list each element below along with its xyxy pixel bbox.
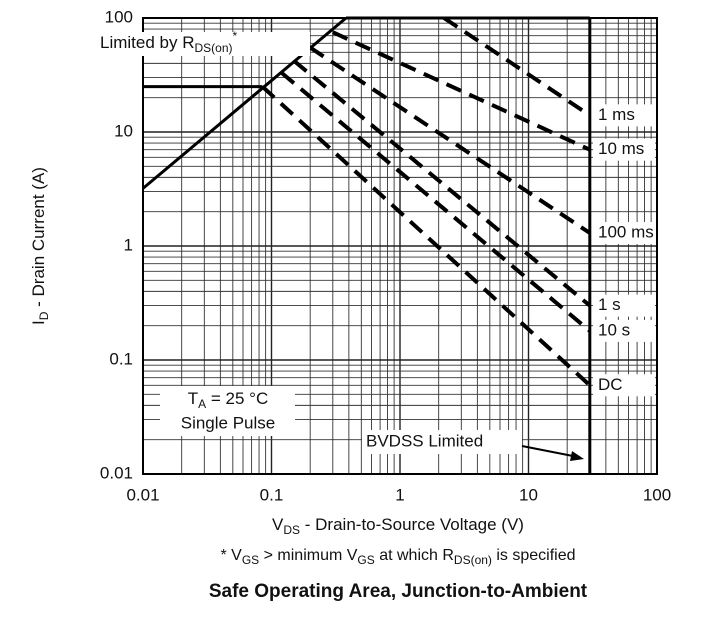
series-label: 100 ms [598,222,654,241]
y-tick-label: 100 [105,7,133,26]
pulse-annotation: Single Pulse [181,413,276,432]
series-label: 1 s [598,295,621,314]
rds-annotation: Limited by RDS(on)* [100,29,238,55]
plot-lines [142,16,592,474]
x-tick-label: 0.01 [126,485,159,504]
limit-line [142,16,347,190]
dashed-line [442,16,591,118]
label-bg [160,386,295,436]
label-bg [593,104,655,127]
x-tick-label: 1 [395,485,404,504]
label-bg [593,222,655,245]
label-bg [362,430,522,454]
x-tick-label: 100 [643,485,671,504]
label-bg [593,319,655,342]
dashed-line [309,45,591,235]
label-bg [593,294,655,317]
series-label: 10 s [598,320,630,339]
y-tick-label: 1 [124,235,133,254]
y-tick-label: 0.01 [100,463,133,482]
labels: 0.01 0.1 1 10 100 0.01 0.1 1 10 100 1 ms 10 ms 100 m… [100,7,671,504]
series-label: 10 ms [598,139,644,158]
bvdss-annotation: BVDSS Limited [366,431,483,450]
y-tick-label: 0.1 [109,349,133,368]
label-bg [593,374,655,397]
series-label: 1 ms [598,105,635,124]
chart-title: Safe Operating Area, Junction-to-Ambient [209,581,588,602]
y-axis-label: ID - Drain Current (A) [29,167,51,325]
x-tick-label: 10 [519,485,538,504]
dashed-line [292,59,592,308]
dashed-line [280,71,592,333]
dashed-line [331,30,591,152]
series-label: DC [598,375,623,394]
x-tick-label: 0.1 [260,485,284,504]
footnote: * VGS > minimum VGS at which RDS(on) is … [220,547,575,567]
arrow-head [570,451,584,461]
x-axis-label: VDS - Drain-to-Source Voltage (V) [272,515,524,537]
ta-annotation: TA = 25 °C [188,389,269,411]
label-bg [593,138,655,161]
label-bg [95,32,310,56]
y-tick-label: 10 [114,121,133,140]
arrow [521,445,579,458]
